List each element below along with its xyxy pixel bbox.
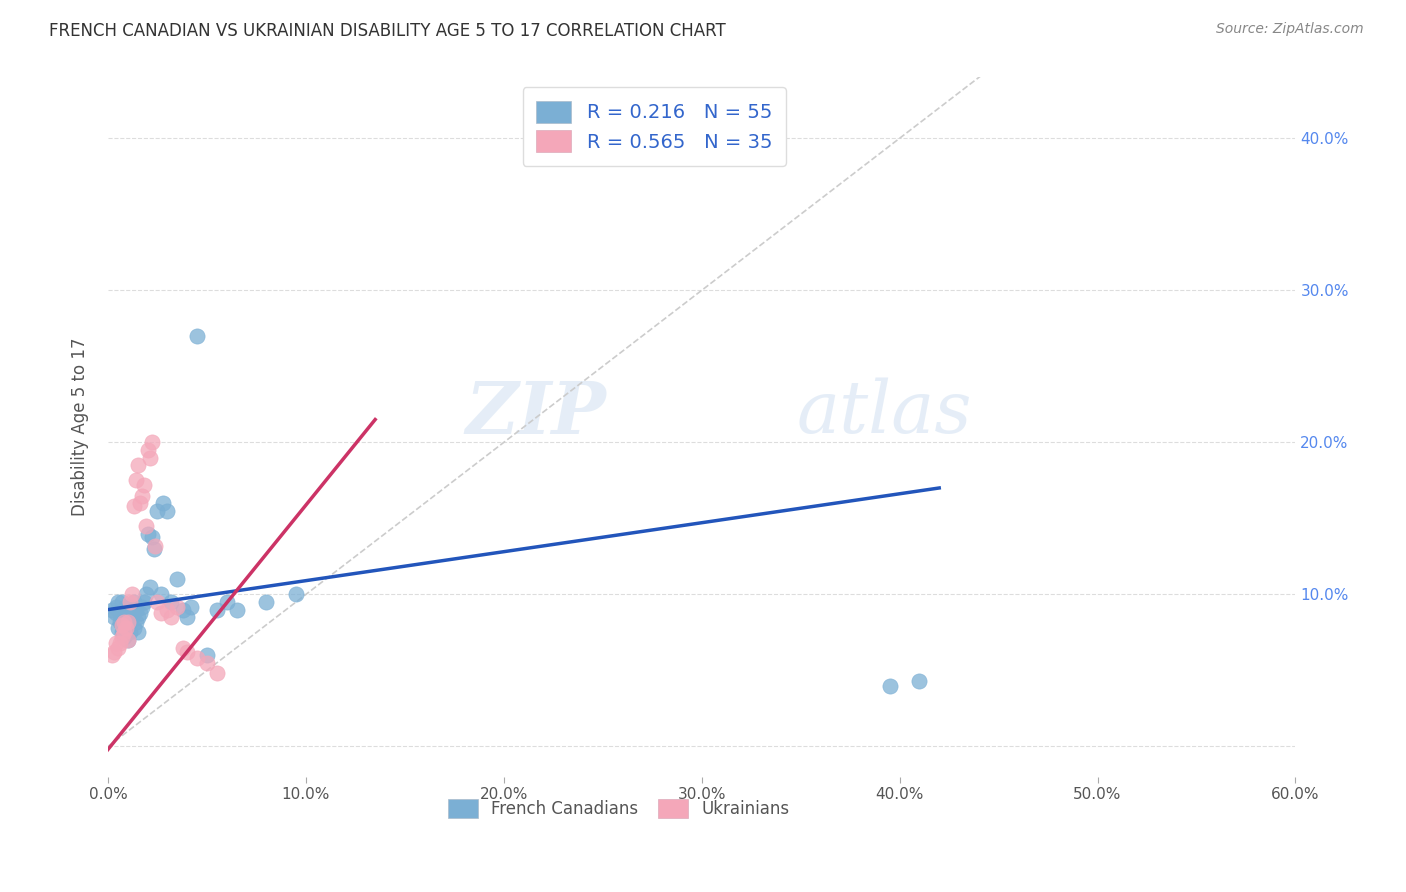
French Canadians (117, 606, 139, 620)
Ukrainians (111, 617, 134, 632)
Ukrainians (117, 633, 139, 648)
French Canadians (112, 610, 135, 624)
French Canadians (150, 587, 173, 601)
Ukrainians (121, 587, 143, 601)
French Canadians (108, 615, 131, 629)
French Canadians (156, 504, 179, 518)
French Canadians (205, 602, 228, 616)
Ukrainians (176, 645, 198, 659)
Ukrainians (101, 648, 124, 663)
French Canadians (254, 595, 277, 609)
French Canadians (879, 679, 901, 693)
Text: FRENCH CANADIAN VS UKRAINIAN DISABILITY AGE 5 TO 17 CORRELATION CHART: FRENCH CANADIAN VS UKRAINIAN DISABILITY … (49, 22, 725, 40)
French Canadians (135, 587, 157, 601)
Ukrainians (128, 496, 150, 510)
French Canadians (146, 504, 169, 518)
French Canadians (121, 610, 143, 624)
Ukrainians (136, 442, 159, 457)
French Canadians (111, 617, 134, 632)
Ukrainians (166, 599, 188, 614)
French Canadians (127, 625, 149, 640)
French Canadians (136, 526, 159, 541)
Ukrainians (111, 630, 134, 644)
Y-axis label: Disability Age 5 to 17: Disability Age 5 to 17 (72, 338, 89, 516)
Ukrainians (118, 595, 141, 609)
French Canadians (112, 630, 135, 644)
French Canadians (127, 610, 149, 624)
Ukrainians (138, 450, 160, 465)
French Canadians (118, 615, 141, 629)
Ukrainians (195, 656, 218, 670)
French Canadians (122, 595, 145, 609)
Ukrainians (104, 636, 127, 650)
French Canadians (117, 617, 139, 632)
French Canadians (125, 602, 148, 616)
Text: Source: ZipAtlas.com: Source: ZipAtlas.com (1216, 22, 1364, 37)
Ukrainians (117, 615, 139, 629)
Ukrainians (160, 610, 183, 624)
French Canadians (101, 602, 124, 616)
French Canadians (172, 602, 194, 616)
Ukrainians (112, 615, 135, 629)
Text: ZIP: ZIP (465, 377, 607, 449)
French Canadians (117, 633, 139, 648)
French Canadians (142, 541, 165, 556)
French Canadians (104, 599, 127, 614)
Ukrainians (186, 651, 208, 665)
Ukrainians (141, 435, 163, 450)
French Canadians (112, 602, 135, 616)
Ukrainians (114, 621, 136, 635)
French Canadians (108, 606, 131, 620)
Ukrainians (103, 645, 125, 659)
French Canadians (125, 615, 148, 629)
French Canadians (111, 625, 134, 640)
French Canadians (152, 496, 174, 510)
Ukrainians (131, 489, 153, 503)
French Canadians (128, 606, 150, 620)
French Canadians (186, 329, 208, 343)
French Canadians (114, 599, 136, 614)
Ukrainians (107, 640, 129, 655)
Ukrainians (172, 640, 194, 655)
French Canadians (176, 610, 198, 624)
Ukrainians (132, 478, 155, 492)
Ukrainians (156, 602, 179, 616)
French Canadians (103, 610, 125, 624)
Ukrainians (122, 500, 145, 514)
French Canadians (114, 621, 136, 635)
French Canadians (132, 595, 155, 609)
Ukrainians (127, 458, 149, 472)
Legend: French Canadians, Ukrainians: French Canadians, Ukrainians (441, 792, 796, 824)
French Canadians (225, 602, 247, 616)
French Canadians (138, 580, 160, 594)
Ukrainians (108, 636, 131, 650)
French Canadians (141, 530, 163, 544)
French Canadians (121, 599, 143, 614)
French Canadians (180, 599, 202, 614)
Ukrainians (135, 519, 157, 533)
Ukrainians (146, 595, 169, 609)
French Canadians (131, 599, 153, 614)
Ukrainians (145, 539, 167, 553)
French Canadians (160, 595, 183, 609)
French Canadians (118, 625, 141, 640)
French Canadians (122, 621, 145, 635)
French Canadians (908, 674, 931, 689)
French Canadians (104, 606, 127, 620)
French Canadians (215, 595, 238, 609)
Ukrainians (150, 606, 173, 620)
French Canadians (111, 595, 134, 609)
French Canadians (166, 572, 188, 586)
French Canadians (195, 648, 218, 663)
Ukrainians (205, 666, 228, 681)
French Canadians (107, 595, 129, 609)
French Canadians (107, 621, 129, 635)
French Canadians (285, 587, 308, 601)
Ukrainians (125, 474, 148, 488)
Text: atlas: atlas (797, 378, 972, 449)
Ukrainians (112, 625, 135, 640)
